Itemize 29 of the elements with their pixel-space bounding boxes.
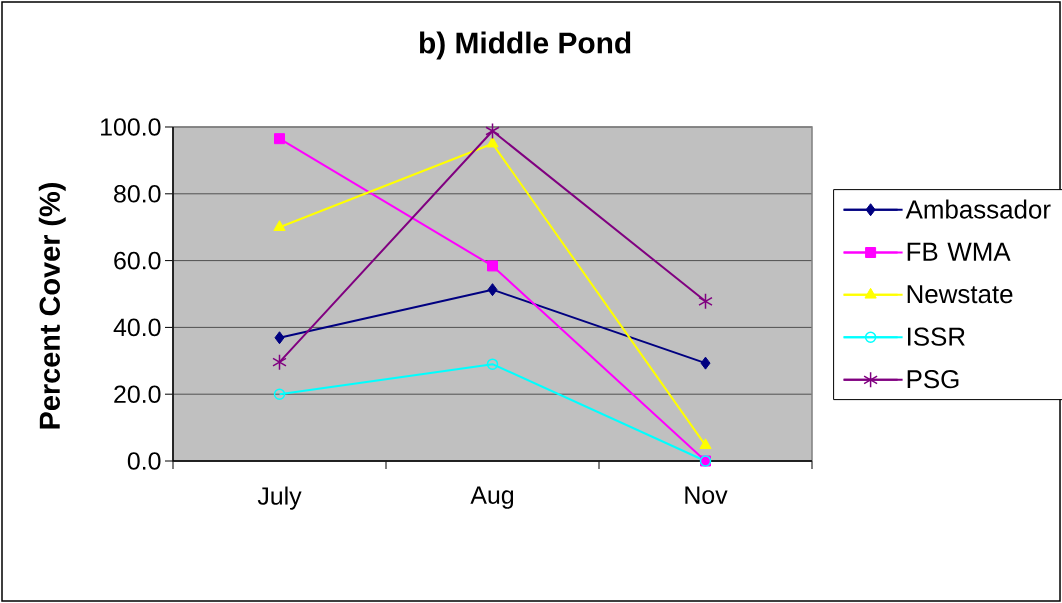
legend-label: FB WMA [907, 242, 1011, 261]
legend-label: Newstate [907, 285, 1013, 304]
point [274, 133, 285, 145]
point [273, 220, 286, 231]
point [274, 331, 285, 345]
y-tick-label: 80.0 [114, 184, 161, 203]
point [486, 136, 499, 148]
point [272, 353, 287, 371]
x-tick-label: Nov [685, 486, 728, 504]
point [486, 358, 499, 370]
x-tick-label: Aug [470, 486, 514, 509]
x-tick-label: July [257, 486, 302, 510]
y-tick-label: 40.0 [113, 318, 161, 337]
legend-label: Ambassador [905, 199, 1051, 219]
y-tick-label: 0.0 [127, 452, 161, 470]
point [700, 356, 711, 370]
legend-label: PSG [907, 370, 959, 389]
point [487, 283, 498, 297]
point [699, 438, 712, 450]
y-tick-label: 100.0 [101, 118, 161, 136]
point [487, 260, 498, 272]
point [273, 388, 286, 400]
point [698, 293, 713, 310]
chart-title: b) Middle Pond [419, 31, 631, 60]
y-axis-title: Percent Cover (%) [38, 183, 66, 429]
y-tick-label: 60.0 [114, 251, 161, 270]
y-tick-label: 20.0 [114, 385, 161, 404]
point [485, 122, 500, 140]
legend-label: ISSR [907, 327, 965, 346]
